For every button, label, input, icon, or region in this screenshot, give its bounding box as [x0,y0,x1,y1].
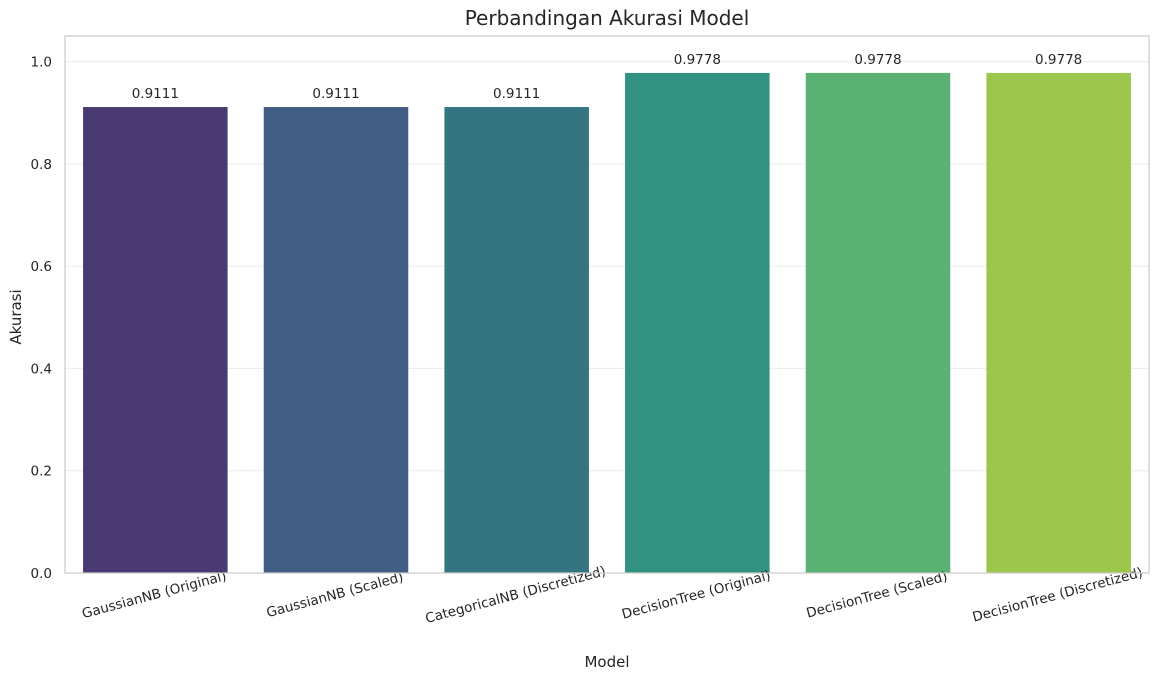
bar-value-label: 0.9778 [1035,52,1082,68]
y-tick-label: 0.0 [31,566,52,582]
x-tick-label: GaussianNB (Original) [80,568,228,622]
bar-value-label: 0.9778 [674,52,721,68]
data-labels: 0.9111 0.9111 0.9111 0.9778 0.9778 0.9778 [132,52,1083,102]
y-tick-label: 0.4 [31,361,52,377]
chart-title: Perbandingan Akurasi Model [465,6,750,30]
y-tick-label: 1.0 [31,55,52,71]
bar [444,107,589,574]
x-tick-label: DecisionTree (Scaled) [805,569,950,622]
bars [83,72,1131,574]
bar-value-label: 0.9111 [493,86,540,102]
gridlines [65,61,1149,472]
y-ticks: 0.0 0.2 0.4 0.6 0.8 1.0 [31,55,52,582]
bar [625,72,770,573]
bar [263,107,409,574]
x-tick-label: DecisionTree (Discretized) [971,565,1145,626]
bar [83,107,228,574]
bar [986,72,1131,573]
y-tick-label: 0.6 [31,259,52,275]
bar [805,72,951,573]
bar-value-label: 0.9111 [312,86,359,102]
bar-value-label: 0.9111 [132,86,179,102]
x-tick-label: GaussianNB (Scaled) [265,569,405,621]
y-tick-label: 0.8 [31,157,52,173]
y-axis-label: Akurasi [7,289,25,344]
x-axis-label: Model [584,653,629,671]
y-tick-label: 0.2 [31,464,52,480]
bar-value-label: 0.9778 [854,52,901,68]
plot-frame [64,35,1150,574]
x-tick-label: DecisionTree (Original) [620,568,772,623]
